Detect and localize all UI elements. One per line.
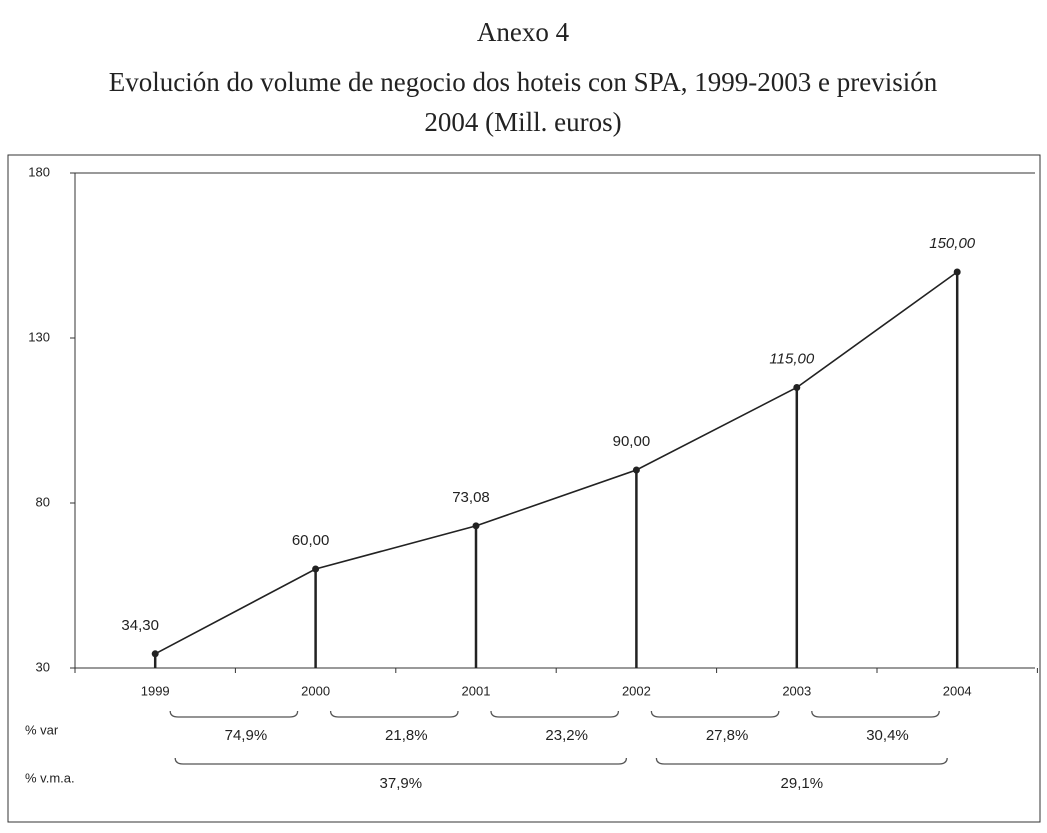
- x-tick-label: 2003: [782, 683, 811, 698]
- y-tick-label: 130: [28, 329, 50, 344]
- value-label: 150,00: [929, 235, 976, 252]
- frame: [7, 154, 1041, 823]
- bracket: [329, 710, 459, 718]
- chart-subtitle: 2004 (Mill. euros): [424, 107, 621, 137]
- bracket: [650, 710, 780, 718]
- y-tick-label: 180: [28, 164, 50, 179]
- var-label: 30,4%: [866, 727, 909, 744]
- point: [793, 384, 801, 391]
- point: [632, 466, 640, 474]
- y-tick-label: 80: [36, 494, 50, 509]
- x-tick-label: 2000: [301, 683, 330, 698]
- line: [154, 271, 958, 655]
- x-tick-label: 2004: [943, 683, 972, 698]
- value-label: 60,00: [292, 532, 330, 549]
- var-label: 74,9%: [225, 727, 268, 744]
- vma-label: 37,9%: [380, 775, 423, 792]
- vma-label: 29,1%: [781, 775, 824, 792]
- chart-title: Anexo 4: [477, 17, 570, 47]
- x-tick-label: 2001: [462, 683, 491, 698]
- value-label: 90,00: [613, 433, 651, 450]
- point: [953, 268, 961, 276]
- y-tick-label: 30: [36, 659, 50, 674]
- value-label: 73,08: [452, 489, 490, 506]
- bracket: [169, 710, 299, 718]
- x-tick-label: 2002: [622, 683, 651, 698]
- bracket: [174, 757, 628, 765]
- bracket: [490, 710, 620, 718]
- var-label: 27,8%: [706, 727, 749, 744]
- bracket: [811, 710, 940, 718]
- row-label: % v.m.a.: [25, 770, 75, 785]
- point: [312, 565, 320, 573]
- row-label: % var: [25, 722, 59, 737]
- var-label: 21,8%: [385, 727, 428, 744]
- var-label: 23,2%: [545, 727, 588, 744]
- point: [151, 650, 159, 658]
- bracket: [655, 757, 948, 765]
- point: [472, 522, 480, 530]
- x-tick-label: 1999: [141, 683, 170, 698]
- value-label: 34,30: [121, 617, 159, 634]
- value-label: 115,00: [769, 350, 814, 367]
- chart-subtitle: Evolución do volume de negocio dos hotei…: [109, 67, 938, 97]
